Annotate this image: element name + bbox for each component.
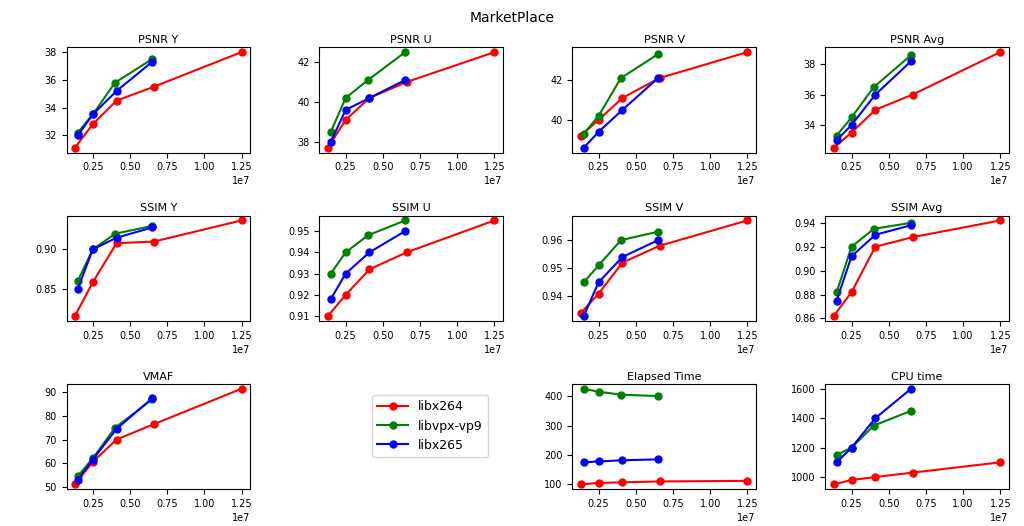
Text: MarketPlace: MarketPlace <box>469 11 555 25</box>
Title: PSNR V: PSNR V <box>643 35 685 45</box>
Title: Elapsed Time: Elapsed Time <box>627 372 701 382</box>
Title: SSIM Avg: SSIM Avg <box>891 204 943 214</box>
Title: VMAF: VMAF <box>142 372 174 382</box>
Title: SSIM U: SSIM U <box>392 204 430 214</box>
Legend: libx264, libvpx-vp9, libx265: libx264, libvpx-vp9, libx265 <box>372 396 488 457</box>
Title: SSIM Y: SSIM Y <box>139 204 177 214</box>
Title: PSNR U: PSNR U <box>390 35 432 45</box>
Title: PSNR Avg: PSNR Avg <box>890 35 944 45</box>
Title: SSIM V: SSIM V <box>645 204 683 214</box>
Title: PSNR Y: PSNR Y <box>138 35 178 45</box>
Title: CPU time: CPU time <box>891 372 943 382</box>
